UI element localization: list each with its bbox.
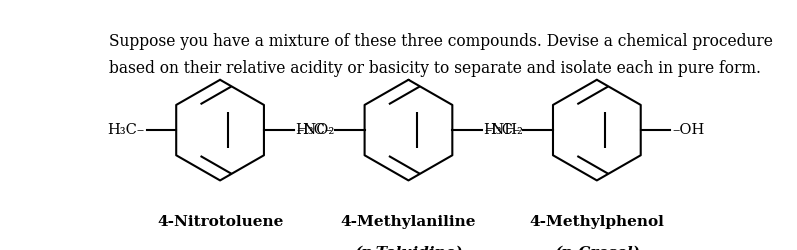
Text: 4-Methylphenol: 4-Methylphenol bbox=[529, 215, 664, 229]
Text: based on their relative acidity or basicity to separate and isolate each in pure: based on their relative acidity or basic… bbox=[109, 60, 761, 77]
Text: H₃C–: H₃C– bbox=[295, 123, 332, 137]
Text: (p-Toluidine): (p-Toluidine) bbox=[354, 246, 463, 250]
Text: Suppose you have a mixture of these three compounds. Devise a chemical procedure: Suppose you have a mixture of these thre… bbox=[109, 33, 773, 50]
Text: H₃C–: H₃C– bbox=[107, 123, 144, 137]
Text: 4-Methylaniline: 4-Methylaniline bbox=[340, 215, 477, 229]
Text: –OH: –OH bbox=[673, 123, 705, 137]
Text: –NO₂: –NO₂ bbox=[296, 123, 334, 137]
Text: (p-Cresol): (p-Cresol) bbox=[554, 246, 640, 250]
Text: H₃C–: H₃C– bbox=[484, 123, 521, 137]
Text: 4-Nitrotoluene: 4-Nitrotoluene bbox=[157, 215, 283, 229]
Text: –NH₂: –NH₂ bbox=[485, 123, 524, 137]
